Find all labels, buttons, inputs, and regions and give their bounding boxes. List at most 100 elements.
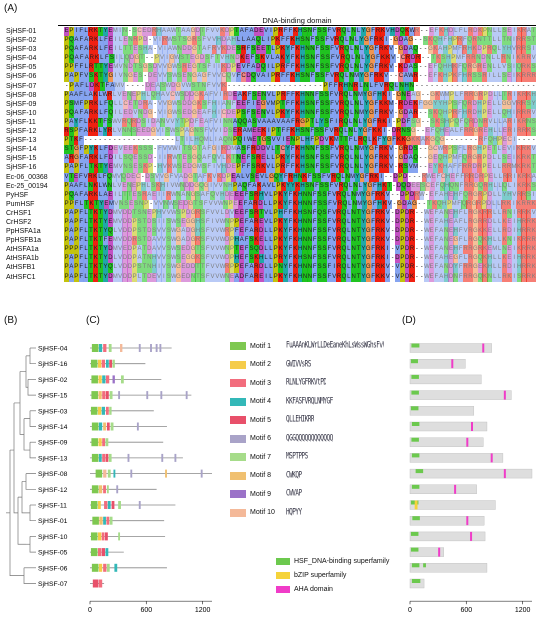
residue: V: [161, 245, 167, 255]
residue: S: [248, 190, 255, 200]
residue: S: [439, 117, 445, 128]
residue: L: [270, 145, 276, 155]
residue: E: [232, 199, 239, 209]
residue: F: [433, 254, 439, 264]
residue: F: [458, 227, 464, 237]
motif-box: [130, 469, 133, 478]
residue: Q: [341, 217, 347, 228]
residue: E: [501, 145, 507, 155]
residue: A: [196, 72, 202, 82]
residue: Q: [250, 72, 257, 82]
residue: G: [169, 54, 175, 64]
residue: G: [175, 227, 182, 237]
residue: E: [255, 45, 261, 55]
residue: T: [531, 27, 536, 37]
motif-box: [159, 344, 162, 352]
residue: N: [302, 190, 308, 200]
residue: F: [368, 72, 375, 82]
residue: -: [465, 137, 468, 144]
residue: G: [108, 72, 114, 82]
residue: M: [355, 190, 362, 200]
residue: Y: [360, 272, 366, 282]
residue: G: [398, 108, 404, 118]
motif-box: [98, 453, 102, 462]
residue: F: [457, 72, 463, 82]
residue: C: [221, 72, 227, 82]
residue: K: [425, 136, 431, 146]
residue: Q: [434, 136, 440, 146]
residue: K: [516, 172, 522, 182]
motif-legend-item: Motif 3 RLNLYGFRKVtPD: [230, 377, 326, 389]
residue: P: [447, 108, 453, 118]
motif-sequence-logo: GWIVVsRS: [286, 358, 311, 369]
residue: G: [194, 181, 200, 191]
residue: V: [265, 99, 271, 109]
residue: H: [442, 45, 448, 55]
residue: S: [319, 181, 325, 191]
residue: F: [287, 254, 293, 264]
residue: F: [287, 227, 293, 237]
residue: G: [147, 108, 153, 118]
residue: V: [334, 45, 340, 55]
sequence-name: SjHSF-09: [6, 100, 37, 108]
residue: N: [485, 54, 492, 64]
motif-box: [98, 579, 103, 588]
residue: A: [73, 181, 79, 191]
residue: H: [297, 272, 303, 282]
residue: R: [375, 245, 381, 255]
motif-box: [97, 406, 102, 415]
residue: R: [516, 108, 522, 118]
residue: Q: [432, 36, 438, 46]
residue: L: [263, 254, 269, 264]
residue: G: [261, 136, 267, 146]
motif-sequence-logo: HQPYY: [286, 506, 302, 517]
residue: F: [462, 36, 468, 46]
residue: E: [486, 108, 493, 118]
residue: P: [447, 154, 453, 164]
residue: S: [302, 208, 308, 218]
residue: A: [203, 117, 209, 128]
residue: V: [388, 154, 394, 164]
residue: F: [312, 208, 318, 218]
residue: D: [472, 27, 478, 37]
residue: S: [324, 154, 330, 164]
residue: G: [386, 136, 392, 146]
residue: Q: [439, 181, 445, 191]
motif-box: [95, 469, 103, 478]
residue: L: [118, 45, 124, 55]
residue: D: [184, 90, 190, 100]
residue: Y: [363, 45, 370, 55]
residue: V: [331, 217, 337, 228]
residue: N: [126, 127, 132, 137]
residue: R: [521, 245, 527, 255]
sequence-name: AtHSFA1b: [6, 255, 39, 263]
residue: W: [219, 227, 225, 237]
residue: E: [108, 45, 114, 55]
residue: R: [477, 154, 483, 164]
residue: V: [159, 54, 165, 64]
residue: E: [488, 172, 494, 182]
residue: H: [477, 145, 483, 155]
protein-track: [90, 532, 166, 541]
residue: K: [531, 227, 536, 237]
residue: W: [424, 272, 430, 282]
residue: -: [466, 82, 469, 89]
residue: D: [127, 236, 133, 246]
residue: F: [290, 45, 296, 55]
residue: L: [348, 90, 354, 100]
residue: L: [97, 127, 103, 137]
residue: Y: [363, 108, 370, 118]
residue: R: [521, 27, 527, 37]
residue: F: [326, 272, 332, 282]
residue: I: [162, 108, 168, 118]
residue: -: [451, 82, 454, 89]
tree-leaf-label: SjHSF-01: [38, 518, 68, 525]
residue: E: [255, 99, 261, 109]
residue: Q: [413, 154, 419, 164]
residue: Q: [107, 263, 113, 273]
motif-box: [90, 501, 98, 509]
residue: G: [472, 227, 478, 237]
residue: K: [295, 45, 301, 55]
